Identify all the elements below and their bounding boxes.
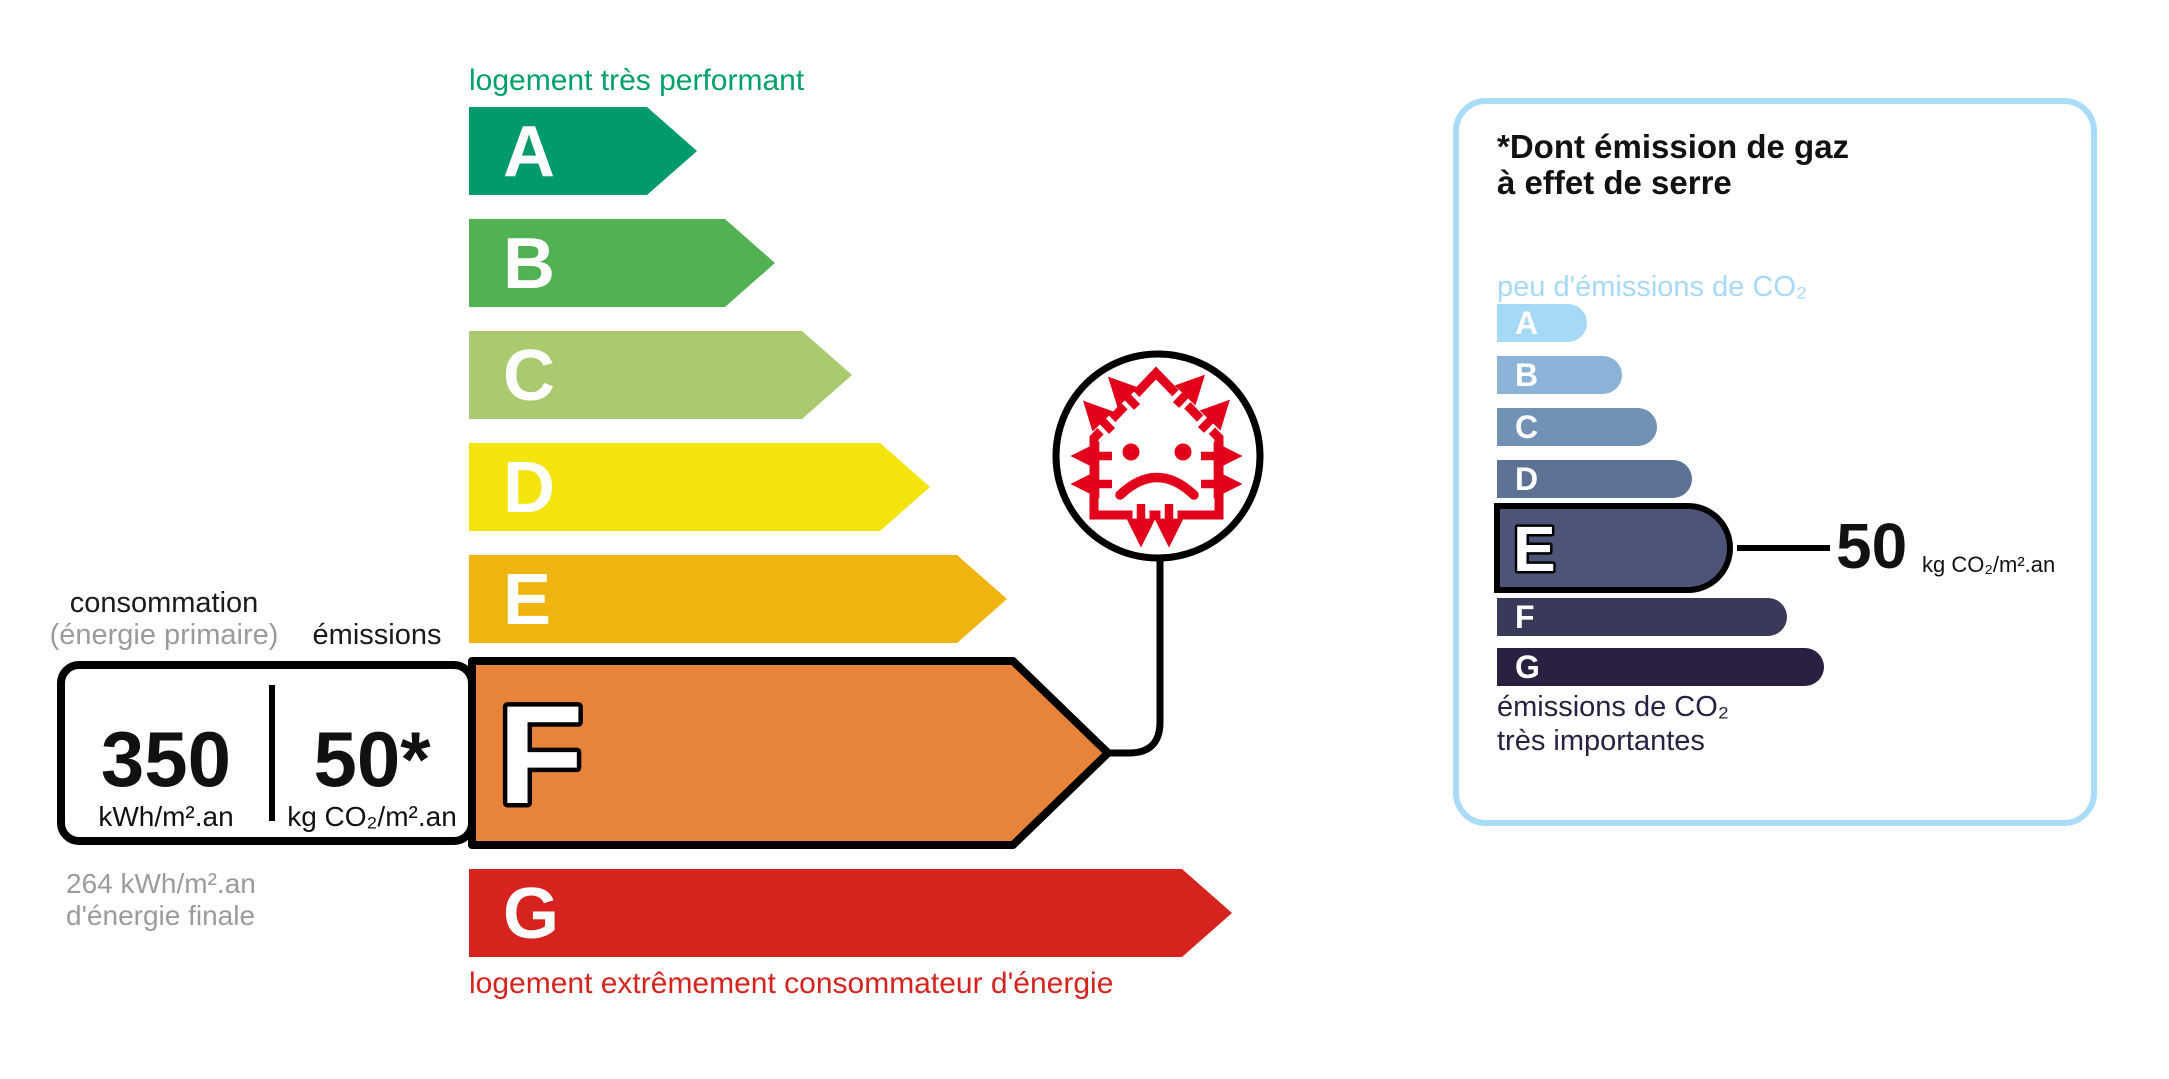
energy-bar-e: [469, 555, 1007, 643]
consumption-sublabel: (énergie primaire): [50, 619, 279, 651]
consumption-value: 350: [101, 715, 231, 803]
energy-letter-f: F: [498, 676, 584, 833]
co2-bar-b: [1497, 356, 1622, 394]
badge-connector-line: [1104, 558, 1164, 757]
consumption-unit: kWh/m².an: [98, 801, 233, 832]
energy-letter-d: D: [503, 448, 555, 528]
co2-letter-f: F: [1515, 599, 1535, 635]
co2-panel-title-line1: *Dont émission de gaz: [1497, 128, 1849, 165]
house-sad-mouth: [1115, 472, 1199, 500]
co2-letter-e: E: [1513, 513, 1556, 585]
leaky-house-sad-face-icon: [1070, 366, 1243, 548]
left-scale-top-label: logement très performant: [469, 64, 805, 97]
left-scale-bottom-label: logement extrêmement consommateur d'éner…: [469, 967, 1113, 1000]
co2-letter-d: D: [1515, 461, 1538, 497]
energy-bar-b: [469, 219, 775, 307]
co2-bar-d: [1497, 460, 1692, 498]
house-leak-arrows: [1070, 374, 1243, 548]
emissions-value: 50*: [313, 715, 431, 803]
emissions-unit: kg CO₂/m².an: [287, 801, 457, 832]
house-left-eye: [1122, 443, 1140, 461]
co2-bar-e-highlighted: [1494, 503, 1733, 593]
energy-letter-e: E: [503, 560, 551, 640]
co2-letter-g: G: [1515, 649, 1540, 685]
co2-bottom-label-line1: émissions de CO₂: [1497, 691, 1729, 723]
rating-value-box: [57, 661, 476, 845]
energy-bar-c: [469, 331, 852, 419]
co2-letter-b: B: [1515, 357, 1538, 393]
final-energy-line2: d'énergie finale: [66, 900, 255, 931]
co2-panel-title-line2: à effet de serre: [1497, 164, 1732, 201]
energy-bar-d: [469, 443, 930, 531]
energy-letter-b: B: [503, 224, 555, 304]
co2-bar-g: [1497, 648, 1824, 686]
energy-letter-g: G: [503, 874, 559, 954]
co2-bottom-label-line2: très importantes: [1497, 725, 1705, 757]
co2-bar-a: [1497, 304, 1587, 342]
co2-value: 50: [1836, 510, 1907, 582]
co2-value-unit: kg CO₂/m².an: [1922, 552, 2055, 577]
energy-letter-a: A: [503, 112, 555, 192]
co2-letter-c: C: [1515, 409, 1538, 445]
consumption-label: consommation: [70, 587, 259, 619]
final-energy-line1: 264 kWh/m².an: [66, 868, 256, 899]
co2-bar-f: [1497, 598, 1787, 636]
energy-bar-a: [469, 107, 697, 195]
co2-letter-a: A: [1515, 305, 1538, 341]
co2-bar-c: [1497, 408, 1657, 446]
emissions-label: émissions: [313, 619, 442, 651]
energy-letter-c: C: [503, 336, 555, 416]
house-right-eye: [1174, 443, 1192, 461]
co2-top-label: peu d'émissions de CO₂: [1497, 271, 1807, 303]
energy-bar-g: [469, 869, 1232, 957]
co2-panel-box: [1453, 98, 2097, 826]
